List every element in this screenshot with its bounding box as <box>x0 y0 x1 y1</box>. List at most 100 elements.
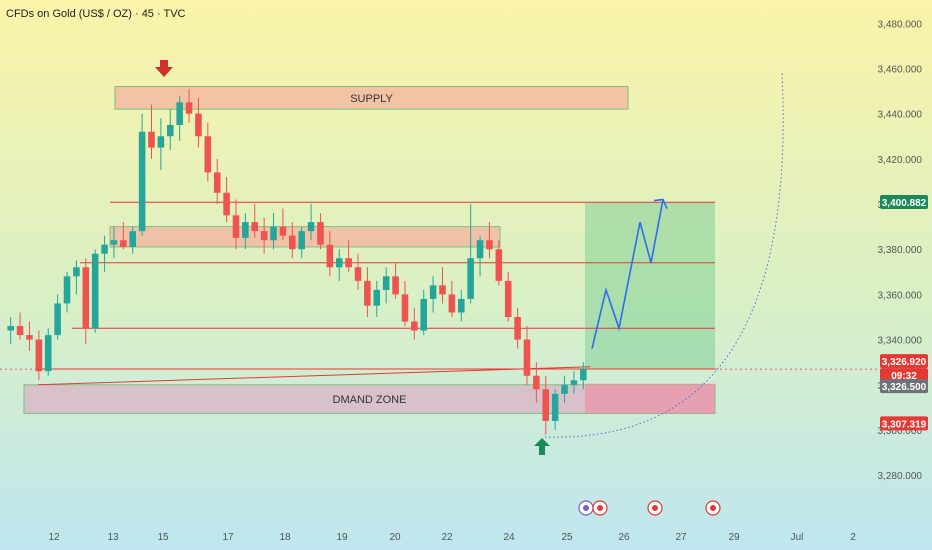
x-tick-label: 29 <box>728 532 740 543</box>
candle-body <box>420 298 428 331</box>
candle-body <box>289 235 296 250</box>
price-badge-bg <box>880 416 928 431</box>
candle-body <box>101 244 108 254</box>
candle-body <box>354 267 362 281</box>
x-tick-label: 12 <box>48 532 60 543</box>
candle-body <box>448 294 456 313</box>
candle-body <box>523 339 531 376</box>
candle-body <box>476 240 484 259</box>
candle-body <box>373 289 381 306</box>
candle-body <box>533 375 540 390</box>
candle-body <box>439 285 446 295</box>
candle-body <box>514 317 521 340</box>
candle-body <box>148 131 155 148</box>
chart-title: CFDs on Gold (US$ / OZ) · 45 · TVC <box>6 8 186 20</box>
candle-body <box>185 102 193 114</box>
event-icon-dot <box>597 505 603 511</box>
candle-body <box>561 384 568 394</box>
candle-body <box>44 335 52 372</box>
zones-layer: SUPPLY DMAND ZONE <box>23 86 716 414</box>
x-tick-label: 20 <box>389 532 401 543</box>
candle-body <box>551 393 559 421</box>
x-tick-label: 18 <box>279 532 291 543</box>
candle-body <box>570 380 578 385</box>
price-badges: 3,400.882 3,326.920 09:323,326.500 3,307.31… <box>880 195 928 431</box>
candle-body <box>495 249 503 281</box>
candle-body <box>335 258 343 268</box>
projection-arc <box>544 71 784 438</box>
price-badge-bg <box>880 368 928 383</box>
candle-body <box>411 321 418 331</box>
x-tick-label: 22 <box>441 532 453 543</box>
candle-body <box>392 276 399 295</box>
candle-body <box>429 285 437 299</box>
candle-body <box>242 222 249 238</box>
x-tick-label: Jul <box>791 532 804 543</box>
candle-body <box>120 240 127 247</box>
candle-body <box>326 244 334 268</box>
target-zone-rect <box>585 202 715 370</box>
y-axis: 3,480.0003,460.0003,440.0003,420.0003,40… <box>878 19 923 482</box>
candle-body <box>166 124 174 137</box>
candle-body <box>213 172 221 193</box>
overlay-layer <box>155 60 784 516</box>
candle-body <box>195 113 202 137</box>
price-badge-label: 3,326.500 <box>882 382 927 393</box>
candle-body <box>82 267 90 329</box>
y-tick-label: 3,440.000 <box>878 110 923 121</box>
y-tick-label: 3,420.000 <box>878 155 923 166</box>
price-badge-label: 3,400.882 <box>882 198 927 209</box>
y-tick-label: 3,460.000 <box>878 64 923 75</box>
candle-body <box>16 326 24 336</box>
candle-body <box>382 276 390 290</box>
candle-body <box>486 240 493 250</box>
x-axis: 12 13 15 17 18 19 20 22 24 25 26 27 29 Jul 2 <box>48 532 856 543</box>
zone-rect <box>585 383 715 414</box>
candle-body <box>364 280 371 306</box>
up-arrow-icon <box>534 438 550 455</box>
candle-body <box>26 335 33 340</box>
x-tick-label: 24 <box>503 532 515 543</box>
event-icon-dot <box>710 505 716 511</box>
event-icon-dot <box>652 505 658 511</box>
price-badge-bg <box>880 379 928 394</box>
forecast-path <box>591 199 664 349</box>
candles-layer <box>7 88 587 435</box>
y-tick-label: 3,380.000 <box>878 245 923 256</box>
candle-body <box>7 326 14 331</box>
event-icon-dot <box>583 505 589 511</box>
candle-body <box>138 131 146 232</box>
candle-body <box>35 339 43 372</box>
candle-body <box>54 303 61 336</box>
candle-body <box>91 253 99 329</box>
candle-body <box>204 136 212 173</box>
down-arrow-icon <box>155 60 173 77</box>
price-badge-bg <box>880 195 928 210</box>
candle-body <box>580 368 587 381</box>
x-tick-label: 17 <box>222 532 234 543</box>
x-tick-label: 2 <box>850 532 856 543</box>
x-tick-label: 13 <box>107 532 119 543</box>
candle-body <box>457 298 465 313</box>
candle-body <box>110 240 118 245</box>
candle-body <box>279 226 287 236</box>
y-tick-label: 3,340.000 <box>878 336 923 347</box>
y-tick-label: 3,300.000 <box>878 426 923 437</box>
x-tick-label: 15 <box>157 532 169 543</box>
candle-body <box>251 222 259 232</box>
candle-body <box>176 102 183 125</box>
zone-rect <box>109 226 501 248</box>
candle-body <box>542 389 550 421</box>
price-badge-label: 3,326.920 <box>882 357 927 368</box>
zone-label: DMAND ZONE <box>333 394 407 406</box>
candle-body <box>504 280 512 317</box>
candle-body <box>157 136 165 148</box>
price-badge-label: 09:32 <box>891 371 917 382</box>
candle-body <box>232 215 240 238</box>
candle-body <box>345 258 352 268</box>
candle-body <box>401 294 409 322</box>
zone-rect <box>114 86 629 110</box>
x-tick-label: 25 <box>561 532 573 543</box>
y-tick-label: 3,480.000 <box>878 19 923 30</box>
